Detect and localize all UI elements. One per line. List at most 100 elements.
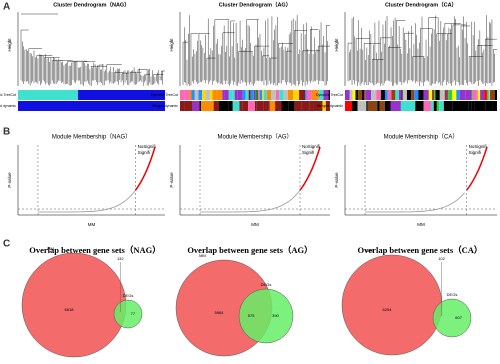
dendrogram-title: Cluster Dendrogram（CA） xyxy=(385,0,457,8)
module-bar xyxy=(189,90,192,100)
module-bar xyxy=(263,90,267,100)
module-bar xyxy=(384,90,388,100)
module-bar xyxy=(270,90,276,100)
count: 77 xyxy=(131,311,136,316)
module-bar xyxy=(232,101,240,111)
module-bar xyxy=(269,101,276,111)
module-bar xyxy=(443,101,453,111)
count: 6254 xyxy=(383,307,393,312)
module-bar xyxy=(391,90,396,100)
module-bar xyxy=(287,90,294,100)
module-bar xyxy=(18,101,165,111)
module-bar xyxy=(352,90,356,100)
module-bar xyxy=(275,101,282,111)
module-bar xyxy=(202,90,206,100)
module-bar xyxy=(384,101,389,111)
module-bar xyxy=(258,90,260,100)
module-bar xyxy=(358,90,363,100)
curve-nonsignificant xyxy=(38,189,136,213)
module-bar xyxy=(414,90,419,100)
module-bar xyxy=(444,90,447,100)
set-label: MM xyxy=(199,253,206,258)
module-bar xyxy=(275,90,280,100)
module-bar xyxy=(356,90,359,100)
panel-label: C xyxy=(3,239,10,250)
module-bar xyxy=(439,90,444,100)
module-bar xyxy=(201,101,211,111)
module-bar xyxy=(371,90,377,100)
set-label: DEGs xyxy=(447,292,458,297)
panel-label: B xyxy=(3,127,10,138)
count: 607 xyxy=(455,315,462,320)
y-axis-label: P-value xyxy=(7,172,12,188)
count: 5964 xyxy=(215,310,225,315)
curve-significant xyxy=(134,146,156,191)
module-bar xyxy=(222,90,225,100)
module-bar xyxy=(459,90,466,100)
module-bar xyxy=(283,90,288,100)
curve-significant xyxy=(299,146,321,191)
count: 132 xyxy=(117,256,124,261)
module-bar xyxy=(184,90,190,100)
plot-title: Module Membership（NAG） xyxy=(52,134,131,141)
module-bar xyxy=(262,90,264,100)
module-bar xyxy=(219,101,229,111)
y-axis-label: Height xyxy=(7,38,12,52)
module-bar xyxy=(288,101,295,111)
module-bar xyxy=(322,101,326,111)
x-axis-label: MM xyxy=(417,222,425,227)
module-bar xyxy=(293,90,300,100)
module-bar xyxy=(255,90,259,100)
venn-title: Overlap between gene sets（NAG） xyxy=(29,245,161,255)
module-bar xyxy=(253,90,256,100)
module-bar xyxy=(430,101,434,111)
venn-circle xyxy=(238,288,294,344)
module-bar xyxy=(471,101,475,111)
module-bar xyxy=(318,90,324,100)
module-bar xyxy=(418,90,424,100)
module-bar xyxy=(239,101,243,111)
set-label: DEGs xyxy=(261,282,272,287)
module-bar xyxy=(388,101,391,111)
module-bar xyxy=(411,90,415,100)
module-bar xyxy=(492,101,497,111)
module-bar xyxy=(484,90,487,100)
venn-circle xyxy=(113,299,143,329)
curve-significant xyxy=(466,146,488,191)
module-bar xyxy=(446,90,449,100)
module-bar xyxy=(409,90,412,100)
module-bar xyxy=(411,101,416,111)
row-label: Merged dynamic xyxy=(152,104,178,108)
module-bar xyxy=(316,90,319,100)
module-bar xyxy=(349,90,353,100)
dendrogram-title: Cluster Dendrogram（AG） xyxy=(219,0,291,8)
panel-label: A xyxy=(3,2,10,13)
row-label: Merged dynamic xyxy=(0,104,16,108)
module-bar xyxy=(415,101,424,111)
module-bar xyxy=(194,90,199,100)
legend-item: Signifi xyxy=(469,150,481,155)
module-bar xyxy=(436,101,440,111)
module-bar xyxy=(180,101,185,111)
module-bar xyxy=(205,90,211,100)
module-bar xyxy=(362,90,365,100)
module-bar xyxy=(228,101,233,111)
module-bar xyxy=(294,101,302,111)
count: 102 xyxy=(438,256,445,261)
module-bar xyxy=(345,101,353,111)
legend-item: Signifi xyxy=(138,150,150,155)
y-axis-label: P-value xyxy=(334,172,339,188)
module-bar xyxy=(471,90,473,100)
module-bar xyxy=(468,101,472,111)
count: 6618 xyxy=(65,307,75,312)
curve-nonsignificant xyxy=(200,189,301,213)
module-bar xyxy=(434,90,436,100)
module-bar xyxy=(486,90,489,100)
module-bar xyxy=(435,90,440,100)
set-label: MM xyxy=(366,248,373,253)
module-bar xyxy=(299,90,306,100)
module-bar xyxy=(192,101,200,111)
module-bar xyxy=(199,101,202,111)
module-bar xyxy=(465,90,472,100)
venn-circle xyxy=(432,298,472,338)
